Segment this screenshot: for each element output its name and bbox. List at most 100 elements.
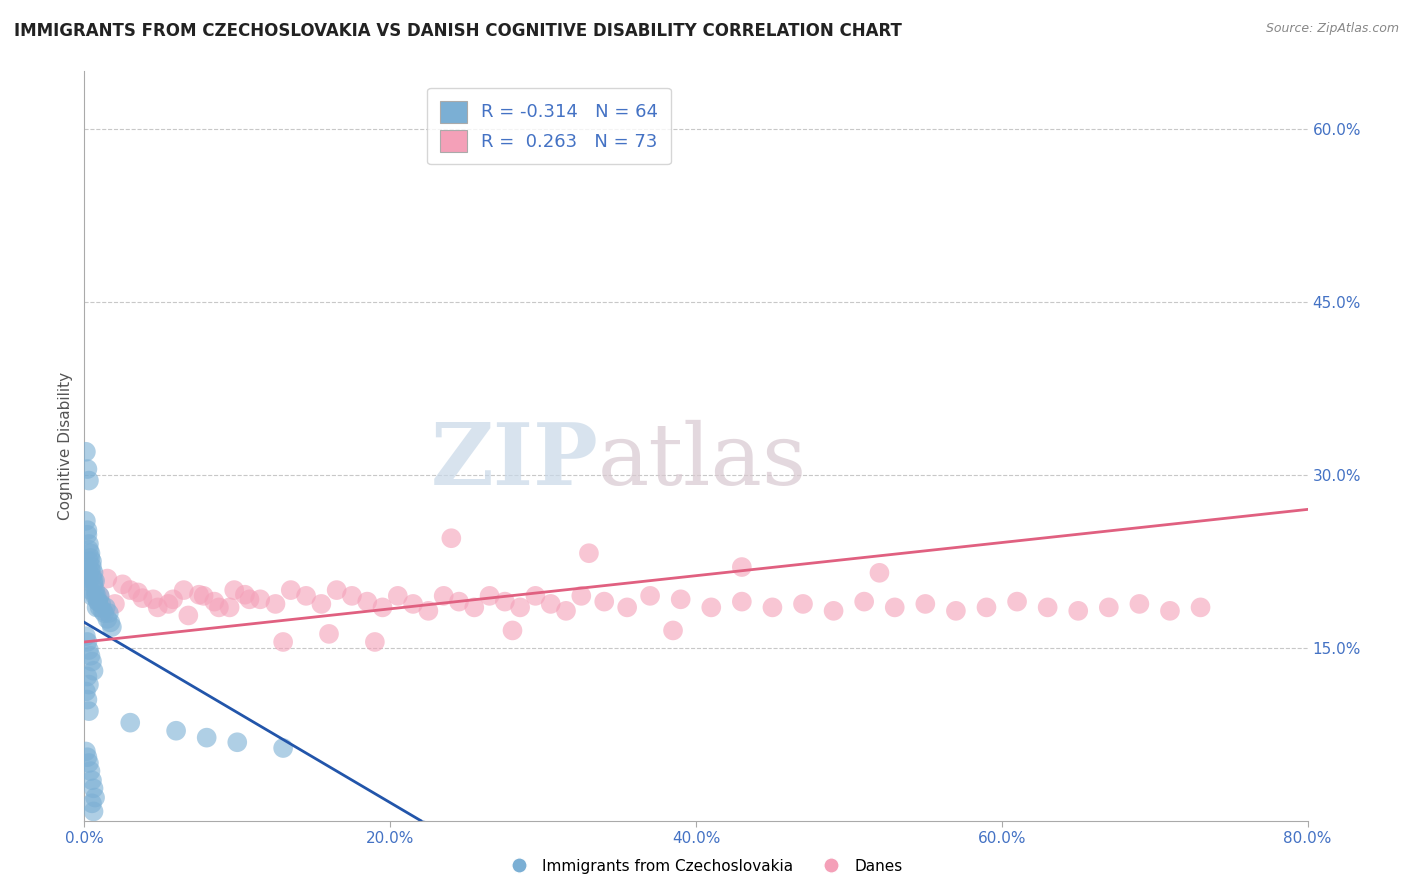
Point <box>502 624 524 638</box>
Point <box>371 600 394 615</box>
Point <box>1128 597 1150 611</box>
Point <box>77 704 100 718</box>
Point <box>340 589 363 603</box>
Point <box>356 594 378 608</box>
Point <box>418 604 440 618</box>
Point <box>80 569 103 583</box>
Point <box>84 574 107 588</box>
Y-axis label: Cognitive Disability: Cognitive Disability <box>58 372 73 520</box>
Point <box>90 597 112 611</box>
Point <box>792 597 814 611</box>
Point <box>96 572 118 586</box>
Point <box>177 608 200 623</box>
Point <box>79 550 101 565</box>
Point <box>494 594 516 608</box>
Point <box>75 744 97 758</box>
Point <box>120 583 142 598</box>
Point <box>94 600 117 615</box>
Point <box>311 597 333 611</box>
Point <box>77 566 100 580</box>
Point <box>76 635 98 649</box>
Point <box>76 523 98 537</box>
Point <box>77 537 100 551</box>
Point <box>157 597 180 611</box>
Point <box>77 643 100 657</box>
Point <box>208 600 231 615</box>
Point <box>188 588 211 602</box>
Point <box>165 723 187 738</box>
Point <box>761 600 783 615</box>
Point <box>77 554 100 568</box>
Point <box>75 444 97 458</box>
Point <box>76 750 98 764</box>
Point <box>84 583 107 598</box>
Point <box>271 741 294 756</box>
Point <box>731 560 754 574</box>
Point <box>883 600 905 615</box>
Point <box>387 589 409 603</box>
Point <box>91 604 114 618</box>
Text: IMMIGRANTS FROM CZECHOSLOVAKIA VS DANISH COGNITIVE DISABILITY CORRELATION CHART: IMMIGRANTS FROM CZECHOSLOVAKIA VS DANISH… <box>14 22 901 40</box>
Point <box>89 589 111 603</box>
Point <box>569 589 592 603</box>
Point <box>79 764 101 778</box>
Point <box>1189 600 1212 615</box>
Point <box>83 805 105 819</box>
Point <box>1098 600 1121 615</box>
Point <box>120 715 142 730</box>
Point <box>524 589 547 603</box>
Point <box>146 600 169 615</box>
Point <box>1067 604 1090 618</box>
Point <box>93 606 115 620</box>
Point <box>233 588 256 602</box>
Point <box>87 594 110 608</box>
Point <box>402 597 425 611</box>
Point <box>83 574 105 588</box>
Point <box>264 597 287 611</box>
Point <box>669 592 692 607</box>
Point <box>173 583 195 598</box>
Point <box>142 592 165 607</box>
Point <box>97 606 120 620</box>
Point <box>76 572 98 586</box>
Point <box>463 600 485 615</box>
Point <box>80 655 103 669</box>
Legend: R = -0.314   N = 64, R =  0.263   N = 73: R = -0.314 N = 64, R = 0.263 N = 73 <box>427 88 671 164</box>
Point <box>325 583 347 598</box>
Point <box>731 594 754 608</box>
Point <box>76 462 98 476</box>
Point <box>96 612 118 626</box>
Point <box>238 592 260 607</box>
Point <box>80 773 103 788</box>
Point <box>131 591 153 606</box>
Point <box>86 600 108 615</box>
Point <box>79 562 101 576</box>
Point <box>1005 594 1028 608</box>
Point <box>662 624 685 638</box>
Point <box>976 600 998 615</box>
Point <box>555 604 578 618</box>
Point <box>98 615 121 630</box>
Text: Source: ZipAtlas.com: Source: ZipAtlas.com <box>1265 22 1399 36</box>
Point <box>433 589 456 603</box>
Point <box>77 542 100 557</box>
Point <box>111 577 134 591</box>
Point <box>77 678 100 692</box>
Text: atlas: atlas <box>598 419 807 502</box>
Point <box>869 566 891 580</box>
Point <box>76 692 98 706</box>
Point <box>84 790 107 805</box>
Point <box>578 546 600 560</box>
Point <box>540 597 562 611</box>
Point <box>83 577 105 591</box>
Point <box>509 600 531 615</box>
Point <box>218 600 240 615</box>
Point <box>76 669 98 683</box>
Point <box>83 781 105 796</box>
Point <box>83 664 105 678</box>
Point <box>87 594 110 608</box>
Point <box>224 583 246 598</box>
Point <box>700 600 723 615</box>
Point <box>162 592 184 607</box>
Point <box>76 528 98 542</box>
